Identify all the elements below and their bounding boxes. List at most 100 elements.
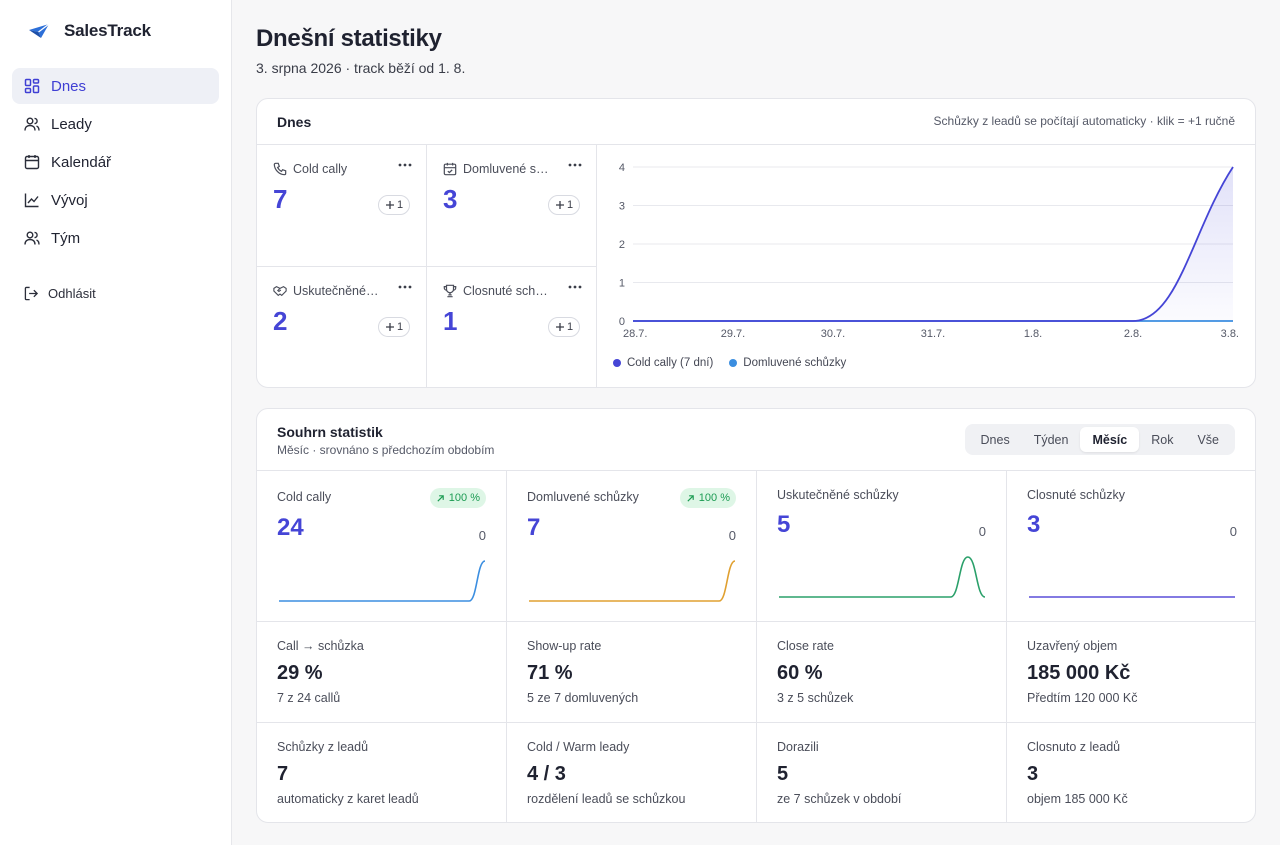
more-icon[interactable] [567,279,583,295]
increment-button[interactable]: 1 [378,195,410,215]
kpi-label: Domluvené schůzky [527,490,639,504]
metric-value: 60 % [777,662,823,684]
today-chart: 0 1 2 3 4 28.7. 29.7. 30.7. 31.7. 1.8. 2.8. 3.8. Co… [597,145,1255,387]
metric-sub: 5 ze 7 domluvených [527,691,639,705]
page-subtitle: 3. srpna 2026 · track běží od 1. 8. [256,60,466,76]
metric-label: Cold / Warm leady [527,740,630,754]
increment-label: 1 [396,199,404,211]
legend-item-booked: Domluvené schůzky [729,357,846,369]
kpi-value: 24 [277,514,304,541]
kpi-value: 7 [527,514,541,541]
legend-label: Cold cally (7 dní) [627,357,714,369]
tab-dnes[interactable]: Dnes [980,432,1010,447]
kpi-value: 3 [1027,511,1041,538]
kpi-label: Closnuté schůzky [1027,488,1125,502]
nav-item-label: Kalendář [51,153,112,171]
phone-icon [273,162,287,176]
tile-value: 1 [443,306,458,336]
more-icon[interactable] [397,157,413,173]
x-tick-label: 30.7. [821,328,845,340]
nav-item-dnes[interactable]: Dnes [12,68,219,104]
today-tile-booked-meetings: Domluvené schůzky 3 1 [427,145,597,267]
plus-icon [555,201,564,209]
plus-icon [385,201,394,209]
y-tick-label: 1 [619,278,625,290]
increment-button[interactable]: 1 [378,317,410,337]
metric-value: 71 % [527,662,573,684]
tab-rok[interactable]: Rok [1151,432,1174,447]
metric-label: Schůzky z leadů [277,740,369,754]
today-chart-svg: 0 1 2 3 4 28.7. 29.7. 30.7. 31.7. 1.8. 2.8. 3.8. [619,162,1239,340]
tile-value: 2 [273,306,288,336]
metric-attended: Dorazili 5 ze 7 schůzek v období [757,723,1007,822]
trend-value: 100 % [448,492,480,504]
tab-vse[interactable]: Vše [1197,432,1219,447]
series-area [633,167,1233,321]
increment-label: 1 [566,199,574,211]
increment-label: 1 [396,321,404,333]
handshake-icon [273,285,287,297]
nav-item-vyvoj[interactable]: Vývoj [12,182,219,218]
kpi-sparkline [279,560,486,602]
nav-item-leady[interactable]: Leady [12,106,219,142]
users-icon [24,117,40,131]
today-card-title: Dnes [277,114,312,130]
main-nav: Dnes Leady Kalendář Vývoj [12,68,219,258]
metric-value: 29 % [277,662,323,684]
nav-item-kalendar[interactable]: Kalendář [12,144,219,180]
paper-plane-icon [29,23,50,38]
legend-label: Domluvené schůzky [743,357,847,369]
increment-button[interactable]: 1 [548,195,580,215]
metric-sub: rozdělení leadů se schůzkou [527,792,686,806]
kpi-sparkline [779,556,986,598]
summary-subtitle: Měsíc · srovnáno s předchozím obdobím [277,443,495,457]
metric-value: 7 [277,763,289,785]
metric-close-rate: Close rate 60 % 3 z 5 schůzek [757,622,1007,723]
metric-value: 4 / 3 [527,763,566,785]
tile-value: 3 [443,184,458,214]
kpi-held-meetings: Uskutečněné schůzky 5 0 [757,471,1007,622]
tab-mesic[interactable]: Měsíc [1080,427,1140,452]
nav-item-label: Tým [51,229,81,247]
metric-closed-from-leads: Closnuto z leadů 3 objem 185 000 Kč [1007,723,1255,822]
today-card-header: Dnes Schůzky z leadů se počítají automat… [257,99,1255,145]
x-tick-label: 29.7. [721,328,745,340]
kpi-sparkline [529,560,736,602]
metric-cold-warm-leads: Cold / Warm leady 4 / 3 rozdělení leadů … [507,723,757,822]
trend-badge: 100 % [679,488,736,508]
kpi-sparkline [1029,596,1235,598]
more-icon[interactable] [567,157,583,173]
more-icon[interactable] [397,279,413,295]
metric-meetings-from-leads: Schůzky z leadů 7 automaticky z karet le… [257,723,507,822]
summary-card-header: Souhrn statistik Měsíc · srovnáno s před… [257,409,1255,471]
y-tick-label: 0 [619,316,625,328]
metric-value: 185 000 Kč [1027,662,1131,684]
metric-value: 3 [1027,763,1039,785]
kpi-cold-calls: Cold cally 100 % 24 0 [257,471,507,622]
increment-button[interactable]: 1 [548,317,580,337]
period-tabs: Dnes Týden Měsíc Rok Vše [964,424,1235,455]
x-tick-label: 3.8. [1221,328,1239,340]
tile-label: Closnuté schůzky [463,284,549,298]
page-title: Dnešní statistiky [256,25,442,52]
tab-tyden[interactable]: Týden [1033,432,1069,447]
kpi-previous: 0 [978,524,986,539]
chart-legend: Cold cally (7 dní) Domluvené schůzky [613,357,846,369]
brand[interactable]: SalesTrack [28,21,151,41]
nav-item-tym[interactable]: Tým [12,220,219,256]
x-tick-label: 28.7. [623,328,647,340]
kpi-label: Uskutečněné schůzky [777,488,899,502]
legend-dot [729,359,738,367]
nav-item-label: Dnes [51,77,87,95]
kpi-closed-meetings: Closnuté schůzky 3 0 [1007,471,1255,622]
logout-button[interactable]: Odhlásit [24,286,96,301]
metric-sub: objem 185 000 Kč [1027,792,1128,806]
metric-closed-volume: Uzavřený objem 185 000 Kč Předtím 120 00… [1007,622,1255,723]
tile-label: Domluvené schůzky [463,162,549,176]
today-tile-closed-meetings: Closnuté schůzky 1 1 [427,267,597,387]
kpi-booked-meetings: Domluvené schůzky 100 % 7 0 [507,471,757,622]
x-tick-label: 2.8. [1124,328,1142,340]
x-tick-label: 1.8. [1024,328,1042,340]
kpi-value: 5 [777,511,791,538]
y-tick-label: 4 [619,162,625,174]
